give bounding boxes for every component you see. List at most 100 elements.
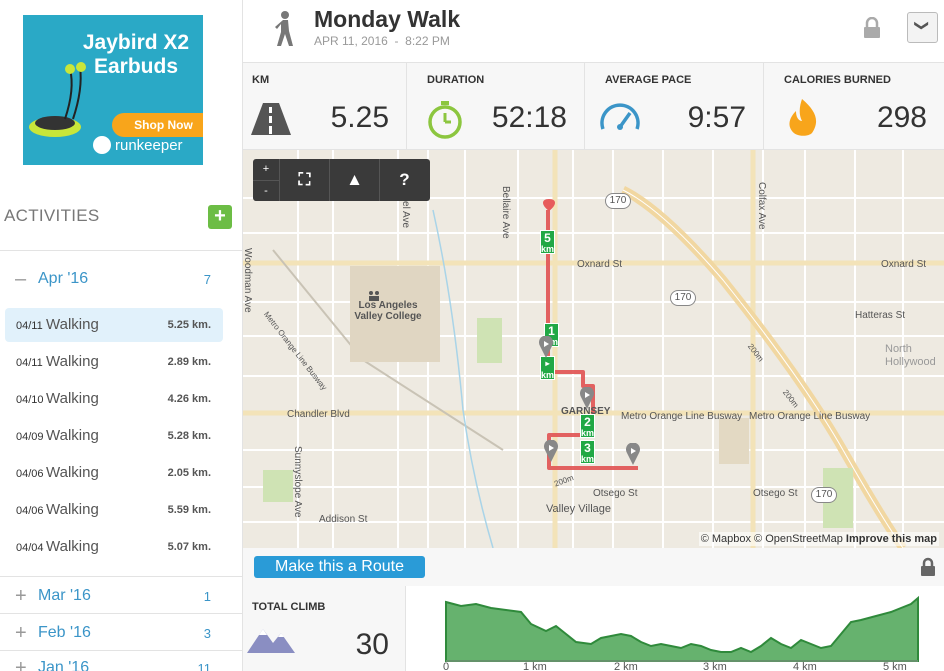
runkeeper-logo: runkeeper — [93, 136, 183, 154]
map-label: Sunnyslope Ave — [292, 446, 303, 518]
earbuds-image — [29, 62, 86, 137]
activity-item[interactable]: 04/11 Walking 2.89 km. — [5, 345, 223, 379]
month-mar-16[interactable]: + Mar '16 1 — [0, 578, 243, 614]
map-label: Colfax Ave — [756, 182, 767, 230]
x-tick: 5 km — [883, 661, 907, 671]
activity-datetime: APR 11, 2016 - 8:22 PM — [314, 34, 450, 48]
route-map[interactable]: Oxnard St Oxnard St Hatteras St Chandler… — [243, 150, 944, 548]
activity-date: 04/04 — [16, 542, 44, 554]
month-count: 3 — [203, 626, 211, 641]
expand-icon: + — [15, 657, 27, 671]
elevation-profile — [445, 595, 919, 662]
map-controls: + - ⛶ ▲ ? — [253, 159, 430, 201]
km-marker: ▸ km — [540, 356, 555, 380]
stat-label: DURATION — [427, 74, 485, 86]
x-tick: 1 km — [523, 661, 547, 671]
x-tick: 4 km — [793, 661, 817, 671]
zoom-out-button[interactable]: - — [253, 180, 279, 201]
x-tick: 3 km — [703, 661, 727, 671]
divider — [0, 576, 243, 577]
activity-item[interactable]: 04/06 Walking 2.05 km. — [5, 456, 223, 490]
help-button[interactable]: ? — [379, 159, 429, 201]
stat-value: 5.25 — [330, 101, 389, 134]
lock-icon[interactable] — [863, 17, 881, 39]
speedometer-icon — [600, 103, 640, 130]
chevron-down-icon: ❯ — [914, 19, 931, 32]
km-marker: 3 km — [580, 440, 595, 464]
month-jan-16[interactable]: + Jan '16 11 — [0, 650, 243, 671]
help-icon: ? — [399, 170, 410, 189]
pause-pin-icon — [580, 387, 594, 409]
activity-date: 04/11 — [16, 357, 43, 369]
stat-label: AVERAGE PACE — [605, 74, 692, 86]
activity-date: 04/10 — [16, 394, 44, 406]
climb-value: 30 — [355, 628, 389, 661]
activity-type: Walking — [46, 316, 99, 333]
map-label: North — [885, 343, 912, 355]
activity-date: 04/11 — [16, 320, 43, 332]
stat-calories: CALORIES BURNED 298 — [764, 63, 944, 151]
activity-item[interactable]: 04/10 Walking 4.26 km. — [5, 382, 223, 416]
month-apr-16[interactable]: – Apr '16 7 — [0, 261, 243, 297]
activity-type: Walking — [46, 538, 99, 555]
activities-heading: ACTIVITIES — [4, 206, 100, 225]
map-tiles — [243, 150, 944, 548]
activity-item[interactable]: 04/11 Walking 5.25 km. — [5, 308, 223, 342]
divider — [0, 250, 243, 251]
activity-distance: 5.59 km. — [167, 504, 211, 516]
attribution-text[interactable]: © Mapbox © OpenStreetMap — [700, 533, 843, 545]
shop-now-button[interactable]: Shop Now — [112, 113, 203, 137]
map-label: Metro Orange Line Busway — [621, 411, 743, 422]
stat-value: 9:57 — [687, 101, 746, 134]
month-count: 1 — [203, 589, 211, 604]
sidebar: Jaybird X2 Earbuds Shop Now runkeeper ACT… — [0, 0, 243, 671]
terrain-button[interactable]: ▲ — [329, 159, 379, 201]
activity-item[interactable]: 04/09 Walking 5.28 km. — [5, 419, 223, 453]
month-feb-16[interactable]: + Feb '16 3 — [0, 615, 243, 651]
map-label: Oxnard St — [881, 259, 927, 270]
options-dropdown-button[interactable]: ❯ — [907, 12, 938, 43]
x-tick: 2 km — [614, 661, 638, 671]
zoom-in-button[interactable]: + — [262, 163, 270, 175]
activity-title: Monday Walk — [314, 6, 461, 32]
ad-banner[interactable]: Jaybird X2 Earbuds Shop Now runkeeper — [23, 15, 203, 165]
activity-type: Walking — [46, 464, 99, 481]
climb-label: TOTAL CLIMB — [252, 601, 326, 613]
map-label: Otsego St — [753, 488, 798, 499]
elevation-chart[interactable]: 0 1 km 2 km 3 km 4 km 5 km — [406, 586, 944, 671]
stat-pace: AVERAGE PACE 9:57 — [585, 63, 764, 151]
stat-label: KM — [252, 74, 270, 86]
stat-duration: DURATION 52:18 — [407, 63, 585, 151]
month-label: Apr '16 — [38, 270, 89, 287]
add-activity-button[interactable]: + — [208, 205, 232, 229]
lock-icon[interactable] — [920, 557, 936, 577]
month-count: 7 — [203, 272, 211, 287]
x-tick: 0 — [443, 661, 450, 671]
total-climb: TOTAL CLIMB 30 — [243, 586, 406, 671]
flame-icon — [789, 99, 817, 136]
map-label: Valley Village — [546, 503, 612, 515]
map-label: GARNSEY — [561, 406, 611, 417]
month-count: 11 — [197, 661, 212, 671]
map-label: Los Angeles Valley College — [354, 300, 422, 322]
fullscreen-button[interactable]: ⛶ — [279, 159, 329, 201]
map-label: Addison St — [319, 514, 368, 525]
highway-170-shield: 170 — [811, 487, 837, 503]
activity-distance: 2.05 km. — [167, 467, 211, 479]
activity-date: 04/06 — [16, 505, 44, 517]
route-bar: Make this a Route — [243, 548, 944, 586]
improve-map-link[interactable]: Improve this map — [845, 533, 937, 545]
collapse-icon: – — [15, 268, 27, 290]
activity-item[interactable]: 04/04 Walking 5.07 km. — [5, 530, 223, 564]
activity-type: Walking — [46, 353, 99, 370]
month-label: Mar '16 — [38, 587, 91, 604]
activity-item[interactable]: 04/06 Walking 5.59 km. — [5, 493, 223, 527]
pause-pin-icon — [539, 336, 553, 358]
expand-icon: + — [15, 622, 27, 644]
map-label: Metro Orange Line Busway — [749, 411, 871, 422]
activity-type: Walking — [46, 390, 99, 407]
month-label: Jan '16 — [38, 659, 90, 671]
make-route-button[interactable]: Make this a Route — [254, 556, 425, 578]
pause-pin-icon — [544, 440, 558, 462]
walking-icon — [275, 11, 293, 46]
